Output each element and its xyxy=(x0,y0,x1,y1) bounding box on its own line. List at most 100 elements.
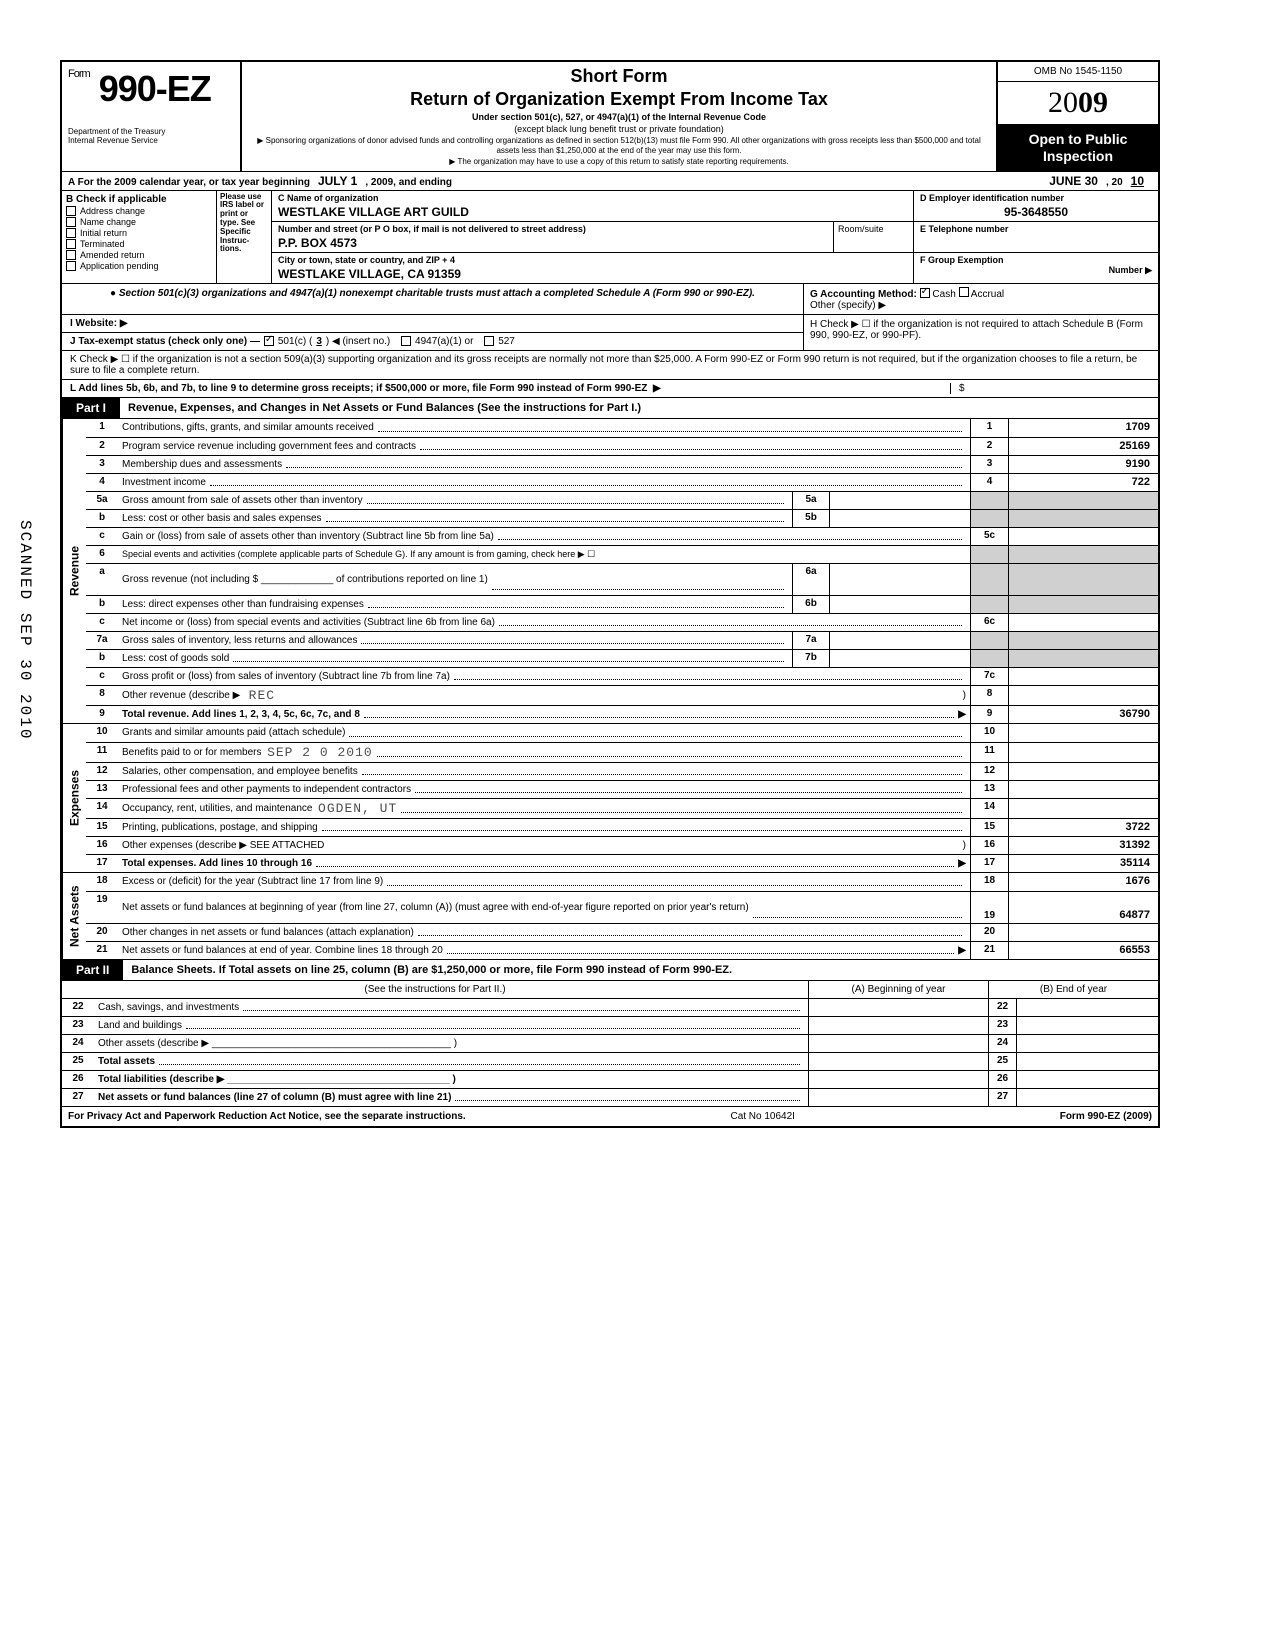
org-name-cell: C Name of organization WESTLAKE VILLAGE … xyxy=(272,191,913,222)
row-a-begin: JULY 1 xyxy=(318,174,357,188)
d-label: D Employer identification number xyxy=(920,193,1152,203)
line-19: 19Net assets or fund balances at beginni… xyxy=(86,891,1158,923)
line-5c: cGain or (loss) from sale of assets othe… xyxy=(86,527,1158,545)
revenue-section: Revenue 1Contributions, gifts, grants, a… xyxy=(60,418,1160,723)
city-label: City or town, state or country, and ZIP … xyxy=(278,255,907,265)
city-value: WESTLAKE VILLAGE, CA 91359 xyxy=(278,267,907,281)
b-header: B Check if applicable xyxy=(66,194,212,205)
part-2-tab: Part II xyxy=(62,960,123,980)
line-24: 24Other assets (describe ▶ _____________… xyxy=(60,1034,1160,1052)
stamp-ogden: OGDEN, UT xyxy=(318,801,397,816)
year-prefix: 20 xyxy=(1048,86,1078,119)
j-label: J Tax-exempt status (check only one) — xyxy=(70,336,260,347)
bs-col-a-header: (A) Beginning of year xyxy=(808,981,988,998)
year-bold: 09 xyxy=(1078,86,1108,119)
cb-amended[interactable]: Amended return xyxy=(66,250,212,260)
line-20: 20Other changes in net assets or fund ba… xyxy=(86,923,1158,941)
row-j-status: J Tax-exempt status (check only one) — 5… xyxy=(62,332,803,350)
line-13: 13Professional fees and other payments t… xyxy=(86,780,1158,798)
cb-501c[interactable] xyxy=(264,336,274,346)
line-5b: bLess: cost or other basis and sales exp… xyxy=(86,509,1158,527)
line-7c: cGross profit or (loss) from sales of in… xyxy=(86,667,1158,685)
addr-value: P.P. BOX 4573 xyxy=(278,236,827,250)
subtitle2: (except black lung benefit trust or priv… xyxy=(250,124,988,134)
line-6a: aGross revenue (not including $ ________… xyxy=(86,563,1158,595)
cb-application-pending[interactable]: Application pending xyxy=(66,261,212,271)
revenue-side-label: Revenue xyxy=(62,419,86,723)
part-2-title: Balance Sheets. If Total assets on line … xyxy=(123,961,1158,979)
row-l-text: L Add lines 5b, 6b, and 7b, to line 9 to… xyxy=(70,383,647,394)
row-a-suffix: , 20 xyxy=(1106,177,1123,188)
row-a-mid: , 2009, and ending xyxy=(365,177,452,188)
ij-left: I Website: ▶ J Tax-exempt status (check … xyxy=(62,315,803,350)
row-l: L Add lines 5b, 6b, and 7b, to line 9 to… xyxy=(60,379,1160,397)
j-501c: 501(c) ( xyxy=(278,336,312,347)
header-right: OMB No 1545-1150 2009 Open to Public Ins… xyxy=(998,62,1158,171)
cb-accrual[interactable] xyxy=(959,287,969,297)
form-number-box: Form 990-EZ Department of the Treasury I… xyxy=(62,62,242,171)
line-11: 11Benefits paid to or for members SEP 2 … xyxy=(86,742,1158,762)
row-i-label: I Website: ▶ xyxy=(70,318,128,329)
line-2: 2Program service revenue including gover… xyxy=(86,437,1158,455)
row-a-end: JUNE 30 xyxy=(1049,174,1098,188)
line-12: 12Salaries, other compensation, and empl… xyxy=(86,762,1158,780)
footer-cat: Cat No 10642I xyxy=(730,1111,795,1122)
line-21: 21Net assets or fund balances at end of … xyxy=(86,941,1158,959)
cb-4947[interactable] xyxy=(401,336,411,346)
line-6: 6Special events and activities (complete… xyxy=(86,545,1158,563)
line-10: 10Grants and similar amounts paid (attac… xyxy=(86,724,1158,742)
line-1: 1Contributions, gifts, grants, and simil… xyxy=(86,419,1158,437)
tax-year: 2009 xyxy=(998,82,1158,125)
line-4: 4Investment income4722 xyxy=(86,473,1158,491)
part-1-tab: Part I xyxy=(62,398,120,418)
line-22: 22Cash, savings, and investments22 xyxy=(60,998,1160,1016)
f-label2: Number ▶ xyxy=(920,265,1152,276)
line-16: 16Other expenses (describe ▶ SEE ATTACHE… xyxy=(86,836,1158,854)
form-990ez: Form 990-EZ Department of the Treasury I… xyxy=(60,60,1160,1128)
fine-print-2: ▶ The organization may have to use a cop… xyxy=(250,157,988,167)
row-i-website: I Website: ▶ xyxy=(62,315,803,332)
e-label: E Telephone number xyxy=(920,224,1152,234)
cb-initial-return[interactable]: Initial return xyxy=(66,228,212,238)
part-1-header: Part I Revenue, Expenses, and Changes in… xyxy=(60,397,1160,418)
j-501c-end: ) ◀ (insert no.) xyxy=(326,336,390,347)
cb-address-change[interactable]: Address change xyxy=(66,206,212,216)
ijh-block: I Website: ▶ J Tax-exempt status (check … xyxy=(60,314,1160,350)
f-group-cell: F Group Exemption Number ▶ xyxy=(914,253,1158,283)
net-assets-section: Net Assets 18Excess or (deficit) for the… xyxy=(60,872,1160,959)
line-7a: 7aGross sales of inventory, less returns… xyxy=(86,631,1158,649)
g-other: Other (specify) ▶ xyxy=(810,300,1152,311)
line-3: 3Membership dues and assessments39190 xyxy=(86,455,1158,473)
line-27: 27Net assets or fund balances (line 27 o… xyxy=(60,1088,1160,1106)
form-footer: For Privacy Act and Paperwork Reduction … xyxy=(60,1106,1160,1128)
row-l-arrow: ▶ xyxy=(653,383,661,394)
row-501c3: ● Section 501(c)(3) organizations and 49… xyxy=(60,283,1160,314)
bs-instructions: (See the instructions for Part II.) xyxy=(62,981,808,998)
row-k-text: K Check ▶ ☐ if the organization is not a… xyxy=(70,354,1150,376)
netassets-side-label: Net Assets xyxy=(62,873,86,959)
cb-terminated[interactable]: Terminated xyxy=(66,239,212,249)
cb-527[interactable] xyxy=(484,336,494,346)
line-8: 8Other revenue (describe ▶ REC)8 xyxy=(86,685,1158,705)
g-label: G Accounting Method: xyxy=(810,289,917,300)
line-17: 17Total expenses. Add lines 10 through 1… xyxy=(86,854,1158,872)
line-26: 26Total liabilities (describe ▶ ________… xyxy=(60,1070,1160,1088)
g-cash-label: Cash xyxy=(932,289,955,300)
part-1-title: Revenue, Expenses, and Changes in Net As… xyxy=(120,399,1158,417)
open-to-public: Open to Public Inspection xyxy=(998,125,1158,171)
short-form-label: Short Form xyxy=(250,66,988,87)
city-cell: City or town, state or country, and ZIP … xyxy=(272,252,913,283)
line-15: 15Printing, publications, postage, and s… xyxy=(86,818,1158,836)
please-instructions: Please use IRS label or print or type. S… xyxy=(217,191,272,283)
e-phone-cell: E Telephone number xyxy=(914,222,1158,253)
cb-cash[interactable] xyxy=(920,288,930,298)
footer-privacy: For Privacy Act and Paperwork Reduction … xyxy=(68,1111,466,1122)
cb-name-change[interactable]: Name change xyxy=(66,217,212,227)
line-18: 18Excess or (deficit) for the year (Subt… xyxy=(86,873,1158,891)
dept-irs: Internal Revenue Service xyxy=(68,137,234,146)
omb-number: OMB No 1545-1150 xyxy=(998,62,1158,82)
stamp-rec: REC xyxy=(249,688,275,703)
expenses-side-label: Expenses xyxy=(62,724,86,872)
line-5a: 5aGross amount from sale of assets other… xyxy=(86,491,1158,509)
line-23: 23Land and buildings23 xyxy=(60,1016,1160,1034)
